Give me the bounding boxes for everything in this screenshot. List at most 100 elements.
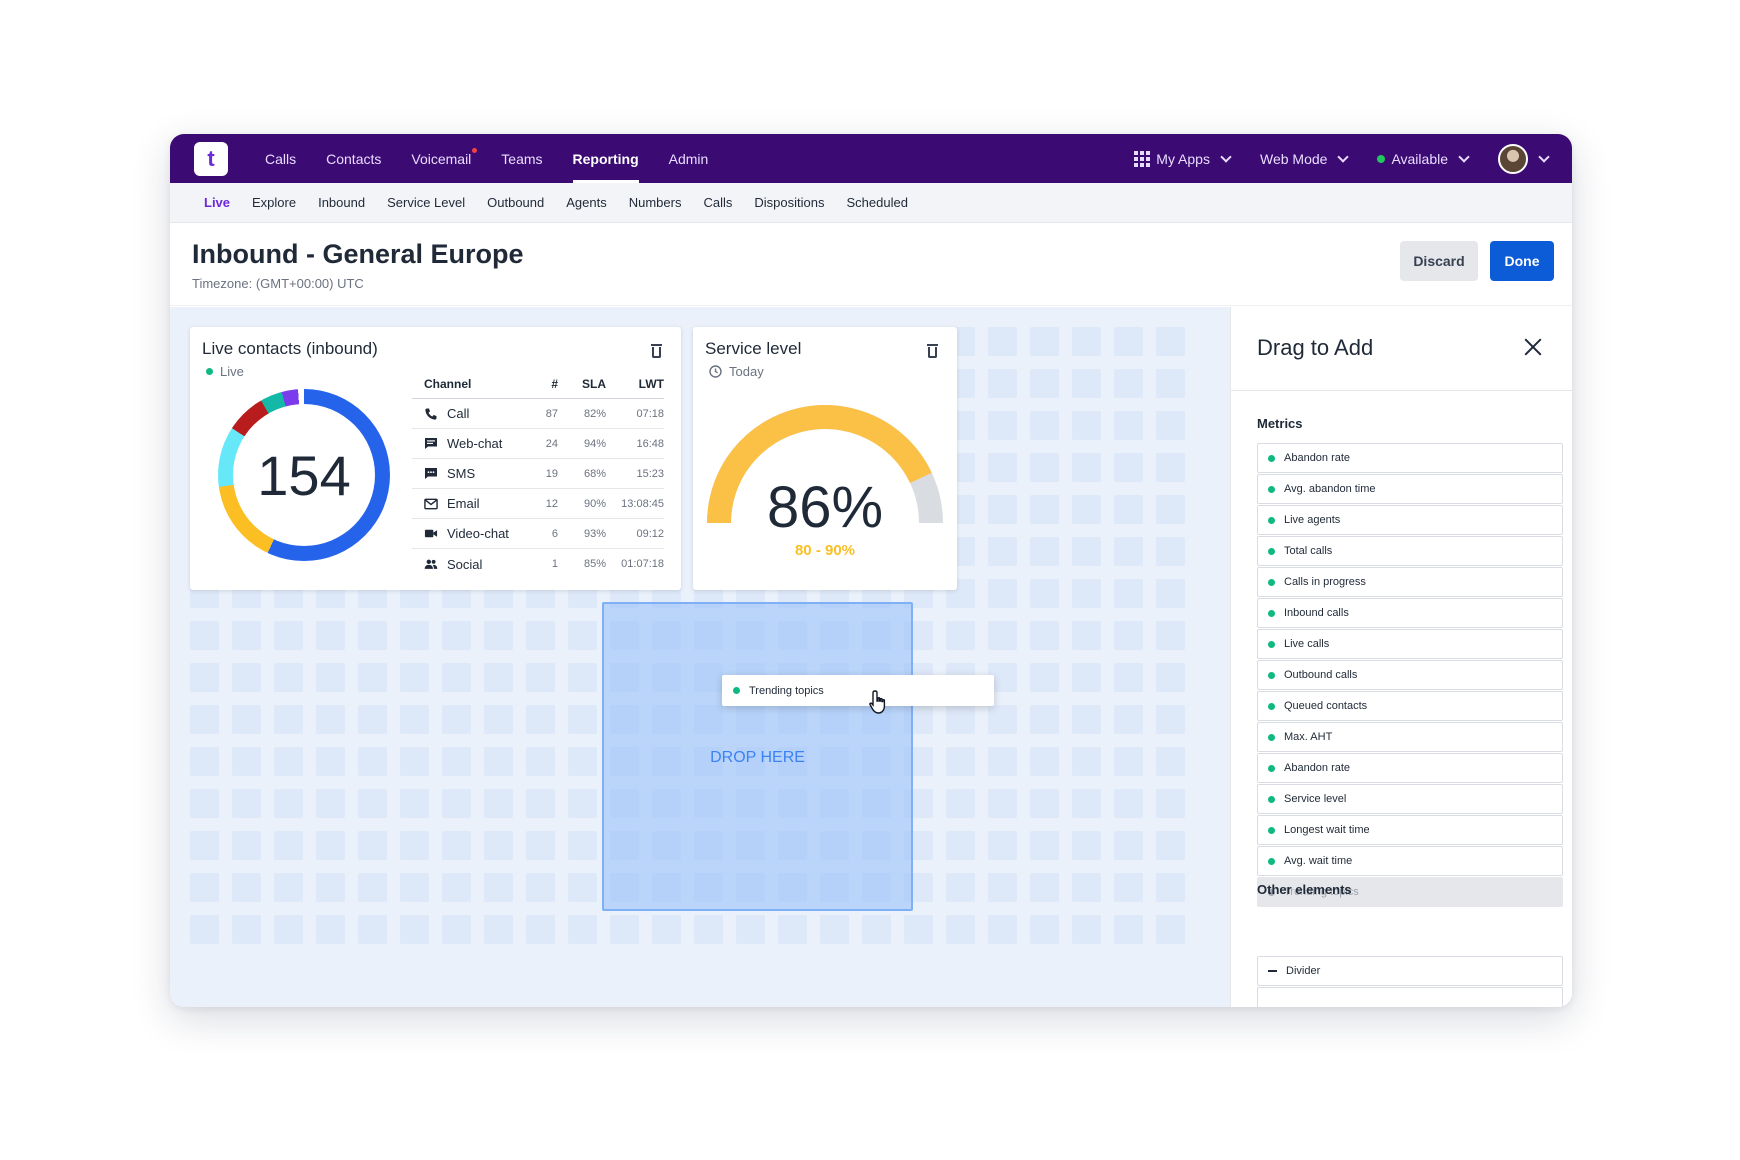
nav-item-reporting[interactable]: Reporting <box>558 134 654 183</box>
grid-cell <box>1072 411 1101 440</box>
grid-cell <box>1072 705 1101 734</box>
dragging-metric-item[interactable]: Trending topics <box>722 675 994 706</box>
grid-cell <box>1072 537 1101 566</box>
subnav-tab-live[interactable]: Live <box>204 195 231 210</box>
grid-cell <box>946 789 975 818</box>
metric-item-inbound-calls[interactable]: Inbound calls <box>1257 598 1563 628</box>
metric-item-avg-abandon-time[interactable]: Avg. abandon time <box>1257 474 1563 504</box>
done-button[interactable]: Done <box>1490 241 1554 281</box>
metric-item-live-calls[interactable]: Live calls <box>1257 629 1563 659</box>
grid-cell <box>1156 705 1185 734</box>
subnav-tab-agents[interactable]: Agents <box>566 195 607 210</box>
grid-cell <box>946 831 975 860</box>
metric-dot-icon <box>1268 609 1275 617</box>
other-elements-list: Divider <box>1257 956 1563 1007</box>
metric-item-abandon-rate[interactable]: Abandon rate <box>1257 753 1563 783</box>
metric-dot-icon <box>1268 733 1275 741</box>
metric-item-queued-contacts[interactable]: Queued contacts <box>1257 691 1563 721</box>
grid-cell <box>442 663 471 692</box>
other-item[interactable] <box>1257 987 1563 1007</box>
nav-item-label: Voicemail <box>411 150 472 167</box>
trash-icon[interactable] <box>927 344 938 358</box>
metric-item-avg-wait-time[interactable]: Avg. wait time <box>1257 846 1563 876</box>
drop-zone[interactable]: DROP HERE <box>602 602 913 911</box>
channel-name: Social <box>447 556 483 572</box>
subnav-tab-outbound[interactable]: Outbound <box>487 195 545 210</box>
metric-item-service-level[interactable]: Service level <box>1257 784 1563 814</box>
metric-item-max-aht[interactable]: Max. AHT <box>1257 722 1563 752</box>
channel-cell: Web-chat <box>412 436 522 451</box>
grid-cell <box>526 873 555 902</box>
grid-cell <box>442 915 471 944</box>
nav-item-voicemail[interactable]: Voicemail <box>396 134 486 183</box>
widget-title: Service level <box>705 339 802 358</box>
channel-name: SMS <box>447 466 476 481</box>
metric-item-longest-wait-time[interactable]: Longest wait time <box>1257 815 1563 845</box>
grid-cell <box>358 873 387 902</box>
close-icon[interactable] <box>1524 338 1542 356</box>
my-apps-menu[interactable]: My Apps <box>1134 150 1234 167</box>
service-level-widget[interactable]: Service level Today 86% 80 - 90% <box>693 327 957 590</box>
discard-button[interactable]: Discard <box>1400 241 1478 281</box>
sla-cell: 68% <box>583 467 606 480</box>
grid-cell <box>1114 873 1143 902</box>
grid-cell <box>274 789 303 818</box>
metric-dot-icon <box>1268 516 1275 524</box>
chevron-down-icon <box>1220 150 1232 163</box>
grid-cell <box>1114 495 1143 524</box>
grid-cell <box>1030 621 1059 650</box>
subnav-tab-dispositions[interactable]: Dispositions <box>754 195 825 210</box>
app-window: t Calls Contacts Voicemail Teams Reporting Ad… <box>170 134 1572 1007</box>
other-item-divider[interactable]: Divider <box>1257 956 1563 986</box>
metric-dot-icon <box>1268 547 1275 555</box>
metric-item-abandon-rate[interactable]: Abandon rate <box>1257 443 1563 473</box>
sla-cell: 90% <box>583 497 606 510</box>
nav-item-contacts[interactable]: Contacts <box>311 134 396 183</box>
my-apps-label: My Apps <box>1156 150 1210 167</box>
channel-cell: Call <box>412 406 522 421</box>
grid-cell <box>1072 453 1101 482</box>
grid-cell <box>274 831 303 860</box>
channel-cell: Social <box>412 557 522 572</box>
live-contacts-widget[interactable]: Live contacts (inbound) Live 154 Channel… <box>190 327 681 590</box>
trash-icon[interactable] <box>651 344 662 358</box>
subnav-tab-numbers[interactable]: Numbers <box>628 195 682 210</box>
grid-cell <box>1114 537 1143 566</box>
metric-label: Longest wait time <box>1284 824 1370 836</box>
subnav-tab-calls[interactable]: Calls <box>703 195 733 210</box>
subnav-tab-inbound[interactable]: Inbound <box>318 195 366 210</box>
subnav-tab-explore[interactable]: Explore <box>252 195 297 210</box>
web-mode-menu[interactable]: Web Mode <box>1260 151 1351 167</box>
grid-cell <box>1114 915 1143 944</box>
metric-item-calls-in-progress[interactable]: Calls in progress <box>1257 567 1563 597</box>
nav-item-teams[interactable]: Teams <box>486 134 557 183</box>
nav-menu: Calls Contacts Voicemail Teams Reporting Admi… <box>250 134 723 183</box>
metric-item-live-agents[interactable]: Live agents <box>1257 505 1563 535</box>
grid-cell <box>1156 663 1185 692</box>
nav-item-calls[interactable]: Calls <box>250 134 311 183</box>
metric-item-total-calls[interactable]: Total calls <box>1257 536 1563 566</box>
subnav-tab-scheduled[interactable]: Scheduled <box>846 195 908 210</box>
target-range: 80 - 90% <box>794 542 856 559</box>
user-menu[interactable] <box>1498 143 1552 174</box>
period-label: Today <box>709 364 764 379</box>
service-level-gauge <box>707 405 943 524</box>
app-logo[interactable]: t <box>194 141 228 176</box>
other-item-label: Divider <box>1286 965 1321 977</box>
nav-item-admin[interactable]: Admin <box>654 134 724 183</box>
notification-dot-icon <box>472 148 478 153</box>
dragging-item-label: Trending topics <box>749 684 824 697</box>
table-row: Video-chat 6 93% 09:12 <box>412 519 664 549</box>
metric-item-outbound-calls[interactable]: Outbound calls <box>1257 660 1563 690</box>
subnav-tab-service-level[interactable]: Service Level <box>387 195 466 210</box>
grid-cell <box>316 663 345 692</box>
grid-cell <box>316 873 345 902</box>
grid-cell <box>1072 621 1101 650</box>
channel-name: Email <box>447 496 480 511</box>
status-menu[interactable]: Available <box>1377 151 1472 167</box>
grid-cell <box>568 705 597 734</box>
grid-cell <box>316 705 345 734</box>
chevron-down-icon <box>1458 150 1470 163</box>
count-cell: 24 <box>545 437 558 450</box>
metric-label: Queued contacts <box>1284 700 1368 712</box>
